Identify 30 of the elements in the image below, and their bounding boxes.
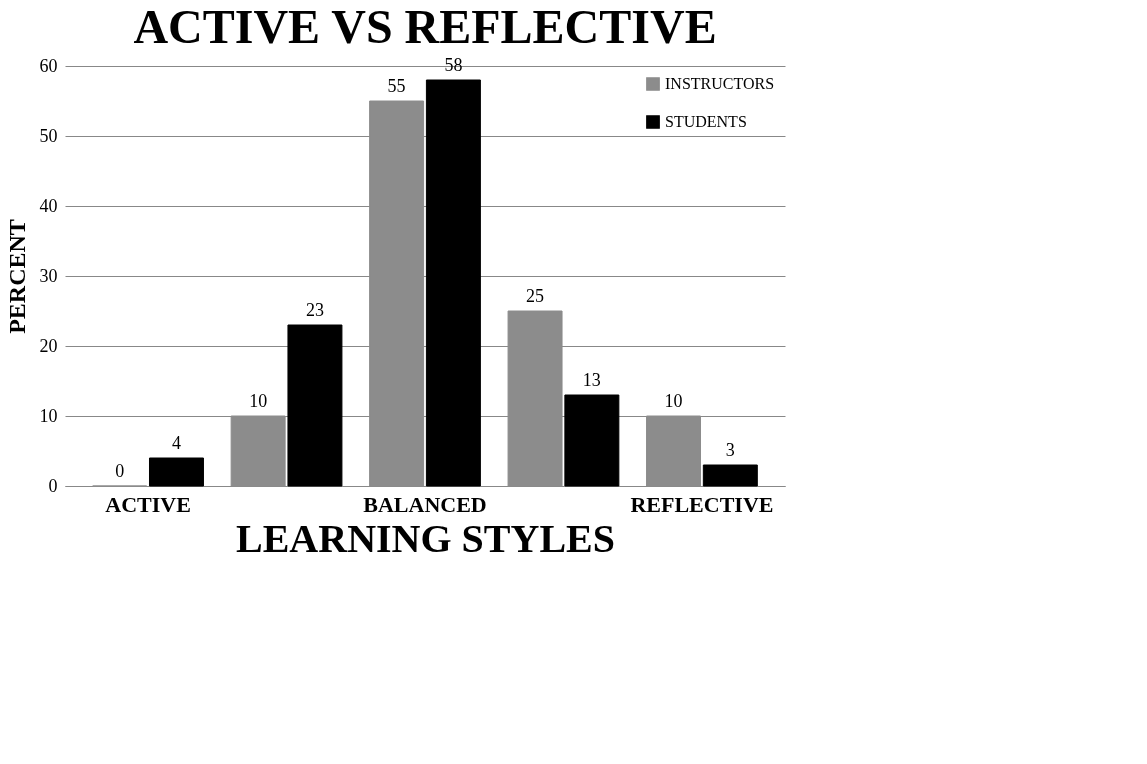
x-axis-title: LEARNING STYLES (235, 515, 616, 561)
y-axis-title: PERCENT (3, 219, 30, 334)
y-tick-label: 40 (39, 195, 58, 216)
bar (702, 464, 758, 487)
bar (425, 79, 481, 487)
y-tick-label: 30 (39, 265, 58, 286)
data-label: 3 (725, 440, 735, 460)
data-label: 25 (526, 286, 545, 306)
data-label: 23 (305, 300, 324, 320)
data-label: 10 (664, 391, 683, 411)
x-tick-label: BALANCED (363, 491, 487, 517)
data-label: 13 (582, 370, 601, 390)
bar (564, 394, 620, 487)
x-tick-label: REFLECTIVE (630, 491, 774, 517)
y-tick-label: 10 (39, 405, 58, 426)
chart-title: ACTIVE VS REFLECTIVE (133, 0, 717, 53)
legend-label: STUDENTS (665, 113, 747, 130)
data-label: 0 (115, 461, 125, 481)
data-label: 55 (387, 76, 406, 96)
y-tick-label: 50 (39, 125, 58, 146)
bar (149, 457, 204, 487)
y-tick-label: 0 (48, 475, 58, 496)
data-label: 4 (171, 433, 181, 453)
bar (287, 324, 343, 487)
x-tick-label: ACTIVE (105, 491, 191, 517)
legend-label: INSTRUCTORS (665, 75, 775, 92)
y-tick-label: 60 (39, 55, 58, 76)
data-label: 58 (444, 55, 463, 75)
data-label: 10 (249, 391, 268, 411)
y-tick-label: 20 (39, 335, 58, 356)
